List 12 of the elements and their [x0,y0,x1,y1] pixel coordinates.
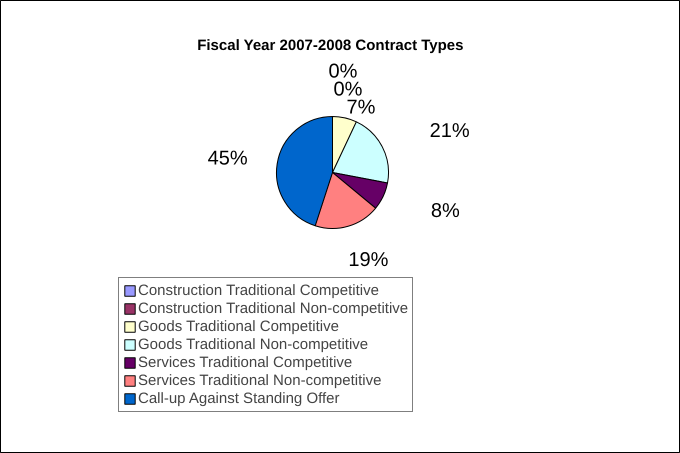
data-label: 21% [430,120,470,142]
chart-title: Fiscal Year 2007-2008 Contract Types [197,37,464,54]
legend-label: Services Traditional Non-competitive [138,372,382,389]
data-label: 45% [208,147,248,170]
legend-label: Call-up Against Standing Offer [138,390,340,407]
legend-label: Goods Traditional Non-competitive [138,336,368,353]
data-label: 19% [348,248,389,271]
legend-label: Services Traditional Competitive [138,354,352,371]
legend-label: Goods Traditional Competitive [138,318,339,335]
legend-label: Construction Traditional Non-competitive [138,300,408,317]
data-label: 8% [430,200,460,222]
legend-label: Construction Traditional Competitive [138,282,379,299]
